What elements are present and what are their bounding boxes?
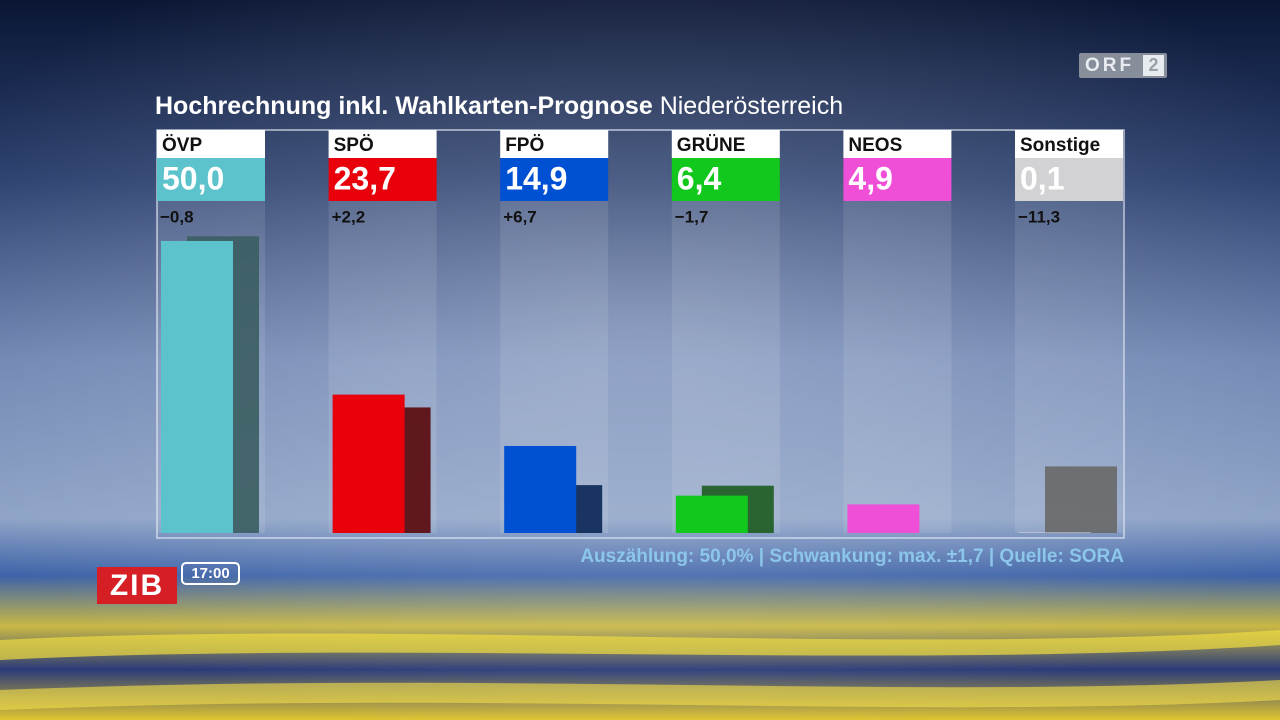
logo-number-box bbox=[1143, 55, 1164, 76]
party-label: SPÖ bbox=[334, 135, 374, 156]
change-label: −1,7 bbox=[675, 207, 709, 226]
change-label: −0,8 bbox=[160, 207, 194, 226]
plot-frame bbox=[156, 129, 1125, 539]
chart-title: Hochrechnung inkl. Wahlkarten-Prognose N… bbox=[155, 92, 843, 120]
time-box bbox=[181, 562, 240, 585]
column-band bbox=[843, 201, 952, 533]
light-streak bbox=[0, 680, 1280, 710]
bar bbox=[1019, 532, 1091, 533]
footnote: Auszählung: 50,0% | Schwankung: max. ±1,… bbox=[580, 546, 1124, 567]
label-box bbox=[1015, 130, 1123, 158]
party-label: FPÖ bbox=[505, 135, 544, 156]
value-box bbox=[671, 158, 780, 201]
value-box bbox=[1015, 158, 1123, 201]
value-box bbox=[157, 158, 265, 201]
value-label: 0,1 bbox=[1020, 160, 1064, 196]
value-label: 6,4 bbox=[677, 160, 722, 196]
change-label: +6,7 bbox=[503, 207, 537, 226]
bar bbox=[847, 504, 920, 533]
bar bbox=[332, 394, 405, 533]
subtitle: Niederösterreich bbox=[660, 92, 843, 120]
value-box bbox=[328, 158, 437, 201]
show-box bbox=[97, 567, 177, 604]
party-label: NEOS bbox=[848, 135, 902, 156]
channel-name: ORF bbox=[1085, 55, 1134, 76]
party-label: Sonstige bbox=[1020, 135, 1100, 156]
column-band bbox=[671, 201, 780, 533]
value-label: 14,9 bbox=[505, 160, 567, 196]
value-box bbox=[843, 158, 952, 201]
value-label: 50,0 bbox=[162, 160, 224, 196]
label-box bbox=[328, 130, 437, 158]
channel-number: 2 bbox=[1148, 55, 1158, 75]
show-logo: ZIB 17:00 bbox=[97, 562, 240, 604]
change-label: −11,3 bbox=[1018, 207, 1060, 226]
bar bbox=[675, 495, 748, 533]
label-box bbox=[843, 130, 952, 158]
light-streak bbox=[0, 630, 1280, 660]
label-box bbox=[157, 130, 265, 158]
value-label: 23,7 bbox=[334, 160, 396, 196]
value-label: 4,9 bbox=[848, 160, 892, 196]
change-label: +2,2 bbox=[332, 207, 366, 226]
party-label: GRÜNE bbox=[677, 135, 746, 156]
title: Hochrechnung inkl. Wahlkarten-Prognose bbox=[155, 92, 653, 120]
party-label: ÖVP bbox=[162, 135, 202, 156]
value-box bbox=[500, 158, 609, 201]
show-name: ZIB bbox=[110, 569, 164, 602]
bar bbox=[504, 445, 577, 533]
label-box bbox=[500, 130, 609, 158]
previous-bar bbox=[1045, 466, 1117, 533]
show-time: 17:00 bbox=[191, 565, 229, 582]
label-box bbox=[671, 130, 780, 158]
channel-logo: ORF 2 bbox=[1079, 53, 1167, 78]
bar bbox=[161, 240, 233, 533]
